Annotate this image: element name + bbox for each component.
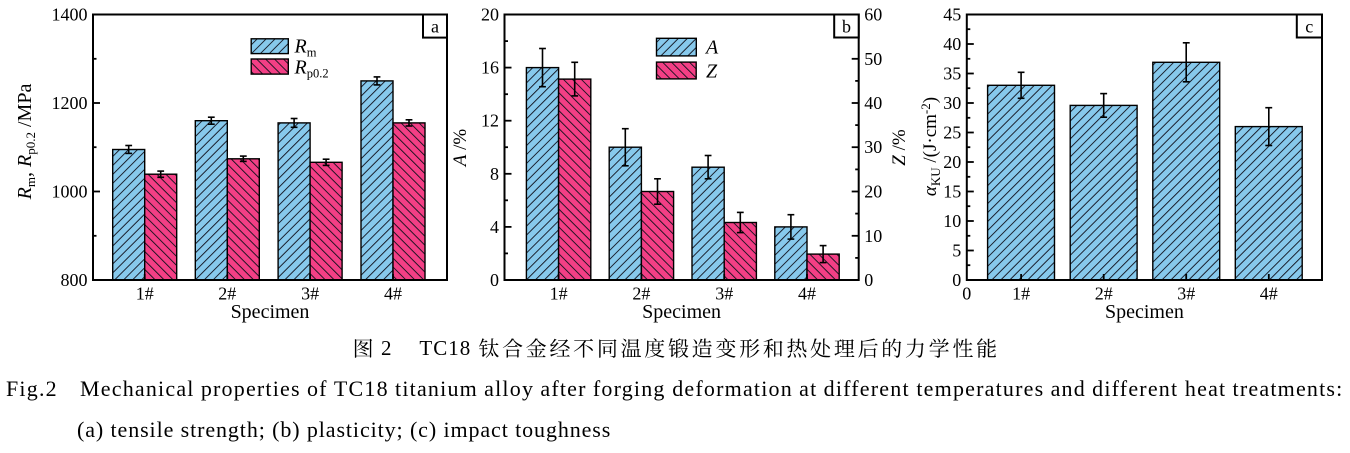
- svg-text:titanium: titanium: [395, 376, 478, 401]
- svg-text:deformation: deformation: [672, 376, 793, 401]
- svg-text:TC18: TC18: [419, 336, 471, 360]
- svg-text:20: 20: [864, 182, 882, 202]
- svg-text:Specimen: Specimen: [1105, 301, 1184, 323]
- svg-text:25: 25: [943, 123, 961, 143]
- svg-text:5: 5: [952, 241, 961, 261]
- svg-text:0: 0: [962, 283, 971, 303]
- svg-text:treatments:: treatments:: [1233, 376, 1344, 401]
- svg-text:A: A: [704, 37, 719, 59]
- svg-text:2#: 2#: [1095, 283, 1113, 303]
- svg-text:12: 12: [481, 111, 499, 131]
- svg-text:2#: 2#: [218, 283, 236, 303]
- svg-text:properties: properties: [201, 376, 301, 401]
- svg-text:at: at: [799, 376, 817, 401]
- svg-text:and: and: [1051, 376, 1086, 401]
- svg-text:1200: 1200: [52, 93, 88, 113]
- svg-text:16: 16: [481, 58, 499, 78]
- svg-text:different: different: [824, 376, 910, 401]
- svg-text:40: 40: [943, 34, 961, 54]
- svg-text:alloy: alloy: [484, 376, 534, 401]
- svg-text:2: 2: [381, 336, 392, 360]
- svg-text:20: 20: [943, 152, 961, 172]
- svg-text:60: 60: [864, 5, 882, 25]
- svg-text:different: different: [1092, 376, 1178, 401]
- svg-text:(a) tensile strength; (b) plas: (a) tensile strength; (b) plasticity; (c…: [77, 417, 611, 442]
- svg-text:35: 35: [943, 64, 961, 84]
- svg-text:1400: 1400: [52, 5, 88, 25]
- svg-text:Rp0.2: Rp0.2: [294, 57, 329, 81]
- svg-text:10: 10: [943, 211, 961, 231]
- svg-text:forging: forging: [593, 376, 666, 401]
- svg-text:3#: 3#: [715, 283, 733, 303]
- svg-text:Rm, Rp0.2 /MPa: Rm, Rp0.2 /MPa: [14, 84, 38, 201]
- svg-text:1#: 1#: [136, 283, 154, 303]
- svg-text:αKU /(J·cm-2): αKU /(J·cm-2): [918, 97, 943, 196]
- svg-text:Z: Z: [706, 61, 718, 83]
- svg-text:30: 30: [864, 137, 882, 157]
- svg-text:A /%: A /%: [450, 129, 471, 169]
- svg-text:heat: heat: [1185, 376, 1226, 401]
- svg-text:Z /%: Z /%: [889, 129, 910, 166]
- svg-text:Fig.2: Fig.2: [6, 376, 58, 401]
- svg-text:temperatures: temperatures: [916, 376, 1044, 401]
- svg-text:a: a: [431, 17, 439, 37]
- svg-text:b: b: [842, 17, 851, 37]
- svg-text:20: 20: [481, 5, 499, 25]
- svg-text:15: 15: [943, 182, 961, 202]
- svg-text:4#: 4#: [798, 283, 816, 303]
- svg-text:c: c: [1305, 17, 1313, 37]
- svg-text:3#: 3#: [1177, 283, 1195, 303]
- svg-text:2#: 2#: [632, 283, 650, 303]
- svg-text:10: 10: [864, 226, 882, 246]
- svg-text:of: of: [307, 376, 328, 401]
- svg-text:Mechanical: Mechanical: [80, 376, 195, 401]
- svg-text:Rm: Rm: [294, 36, 317, 60]
- svg-text:800: 800: [61, 270, 88, 290]
- svg-text:8: 8: [490, 164, 499, 184]
- svg-text:Specimen: Specimen: [642, 301, 721, 323]
- svg-text:0: 0: [952, 270, 961, 290]
- svg-text:1000: 1000: [52, 182, 88, 202]
- svg-text:after: after: [540, 376, 586, 401]
- svg-text:Specimen: Specimen: [231, 301, 310, 323]
- svg-text:TC18: TC18: [334, 376, 389, 401]
- svg-text:50: 50: [864, 49, 882, 69]
- svg-text:1#: 1#: [1012, 283, 1030, 303]
- svg-text:4#: 4#: [384, 283, 402, 303]
- svg-text:1#: 1#: [550, 283, 568, 303]
- svg-text:40: 40: [864, 93, 882, 113]
- svg-text:4: 4: [490, 217, 499, 237]
- svg-text:4#: 4#: [1260, 283, 1278, 303]
- svg-text:45: 45: [943, 5, 961, 25]
- svg-text:0: 0: [490, 270, 499, 290]
- svg-text:0: 0: [864, 270, 873, 290]
- svg-text:30: 30: [943, 93, 961, 113]
- svg-text:3#: 3#: [301, 283, 319, 303]
